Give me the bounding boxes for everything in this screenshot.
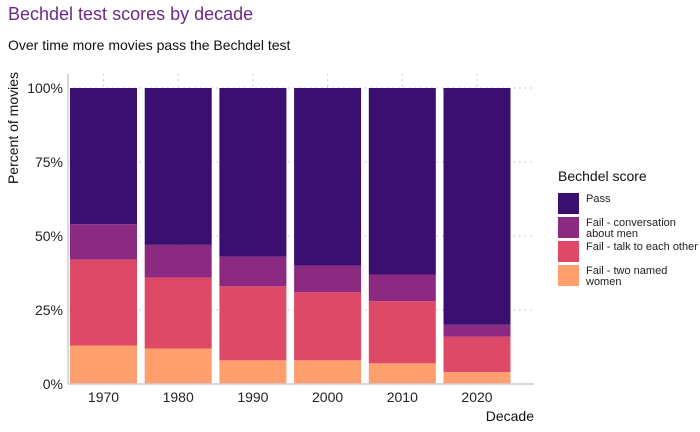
bar-segment xyxy=(144,88,212,245)
bar-segment xyxy=(70,88,137,225)
y-axis-title: Percent of movies xyxy=(5,72,21,184)
x-axis-title: Decade xyxy=(486,408,534,424)
bar-segment xyxy=(368,88,436,275)
bar-segment xyxy=(294,88,362,266)
legend-item: Fail - two named women xyxy=(558,265,698,289)
bar-segment xyxy=(443,88,511,325)
legend-label: Pass xyxy=(586,193,611,205)
legend-label: Fail - two named women xyxy=(586,265,668,288)
bar-segment xyxy=(219,360,287,384)
y-tick-label: 100% xyxy=(27,80,63,96)
legend-label: Fail - talk to each other xyxy=(586,241,698,253)
bar-segment xyxy=(443,324,511,337)
legend-item: Pass xyxy=(558,193,698,217)
chart-title: Bechdel test scores by decade xyxy=(8,4,254,24)
bars xyxy=(70,88,511,384)
x-tick-label: 1970 xyxy=(88,389,119,405)
x-tick-label: 1980 xyxy=(163,389,194,405)
y-tick-label: 25% xyxy=(35,302,63,318)
x-tick-labels: 1970 1980 1990 2000 2010 2020 xyxy=(88,389,493,405)
y-tick-labels: 0% 25% 50% 75% 100% xyxy=(27,80,63,392)
bar-segment xyxy=(70,345,137,384)
bar-segment xyxy=(443,336,511,373)
bar-segment xyxy=(294,292,362,361)
bar-segment xyxy=(144,348,212,384)
legend-swatch xyxy=(558,193,579,214)
legend-swatch xyxy=(558,265,579,286)
legend-swatch xyxy=(558,241,579,262)
legend-item: Fail - conversation about men xyxy=(558,217,698,241)
bar-segment xyxy=(70,224,137,260)
legend-items: Pass Fail - conversation about men Fail - … xyxy=(558,193,698,289)
bar-segment xyxy=(368,301,436,364)
bar-segment xyxy=(368,363,436,384)
legend-label: Fail - conversation about men xyxy=(586,217,676,240)
bar-segment xyxy=(144,244,212,278)
y-tick-label: 0% xyxy=(43,376,63,392)
bar-segment xyxy=(294,360,362,384)
bar-segment xyxy=(144,277,212,349)
legend-swatch xyxy=(558,217,579,238)
bar-segment xyxy=(443,372,511,384)
y-tick-label: 50% xyxy=(35,228,63,244)
axes xyxy=(67,74,534,385)
bar-segment xyxy=(70,259,137,346)
chart-subtitle: Over time more movies pass the Bechdel t… xyxy=(8,37,291,53)
bar-segment xyxy=(368,274,436,302)
y-tick-label: 75% xyxy=(35,154,63,170)
legend: Bechdel score Pass Fail - conversation ab… xyxy=(558,168,698,289)
bar-segment xyxy=(219,286,287,361)
x-tick-label: 1990 xyxy=(237,389,268,405)
bar-segment xyxy=(219,256,287,287)
bar-segment xyxy=(219,88,287,257)
x-tick-label: 2000 xyxy=(312,389,343,405)
bar-segment xyxy=(294,265,362,293)
legend-title: Bechdel score xyxy=(558,168,647,184)
x-tick-label: 2020 xyxy=(461,389,492,405)
legend-item: Fail - talk to each other xyxy=(558,241,698,265)
x-tick-label: 2010 xyxy=(387,389,418,405)
